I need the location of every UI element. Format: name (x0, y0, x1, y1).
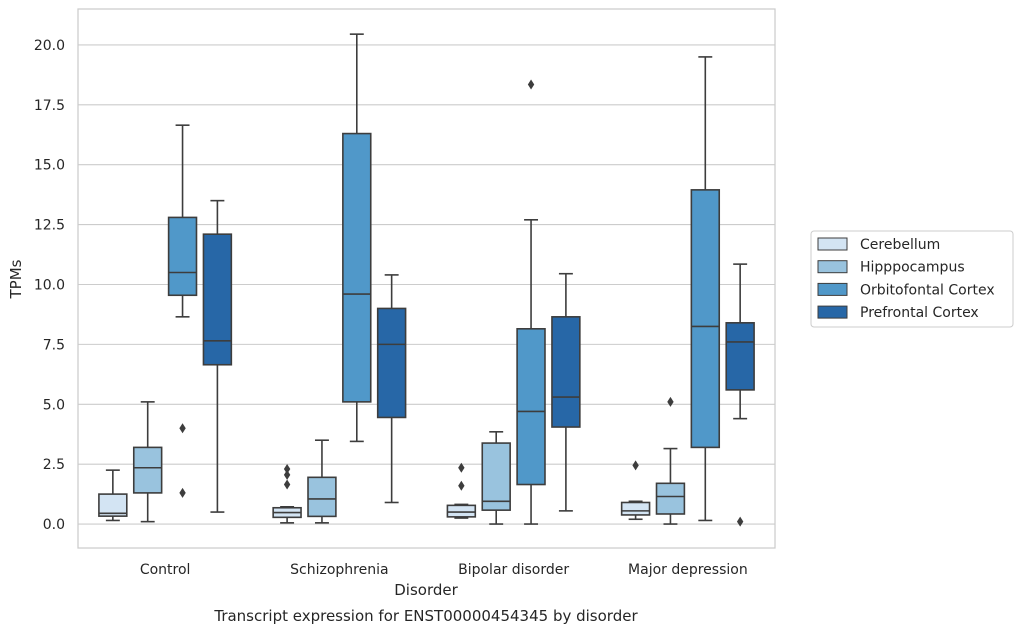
x-tick-labels: Control Schizophrenia Bipolar disorder Majo… (140, 562, 748, 578)
legend-label: Hipppocampus (860, 260, 965, 276)
y-tick-label: 5.0 (43, 397, 65, 413)
outlier-marker (736, 516, 744, 527)
outlier-marker (667, 396, 674, 407)
outlier-marker (458, 480, 465, 491)
box-plot-groups (98, 33, 755, 527)
legend-label: Prefrontal Cortex (860, 305, 979, 321)
box-iqr (202, 233, 233, 366)
legend-swatch (817, 305, 848, 319)
box-cerebellum (272, 463, 302, 524)
box-iqr (481, 442, 511, 511)
outlier-marker (632, 460, 639, 471)
x-tick-label: Bipolar disorder (458, 562, 569, 578)
outlier-marker (179, 487, 186, 498)
box-iqr (725, 322, 755, 391)
box-iqr (307, 476, 337, 518)
outlier-marker (283, 463, 291, 474)
legend-swatch (817, 260, 848, 274)
y-tick-label: 2.5 (43, 457, 65, 473)
y-tick-label: 17.5 (34, 98, 65, 114)
box-iqr (376, 307, 407, 419)
box-prefrontal-cortex (376, 274, 407, 504)
outlier-marker (458, 462, 465, 473)
box-iqr (516, 328, 546, 486)
box-orbitofontal-cortex (690, 56, 721, 522)
plot-frame (77, 8, 776, 549)
box-cerebellum (620, 460, 651, 521)
legend-swatch (817, 282, 848, 296)
box-cerebellum (446, 462, 477, 519)
box-iqr (551, 316, 581, 428)
y-tick-label: 0.0 (43, 517, 65, 533)
box-prefrontal-cortex (725, 263, 755, 527)
outlier-marker (527, 79, 535, 90)
box-iqr (446, 504, 477, 518)
box-iqr (98, 493, 128, 517)
y-tick-label: 15.0 (34, 158, 65, 174)
y-tick-labels: 0.0 2.5 5.0 7.5 10.0 12.5 15.0 17.5 20.0 (34, 38, 65, 533)
box-iqr (690, 189, 721, 449)
box-hipppocampus (307, 439, 337, 524)
y-tick-label: 12.5 (34, 218, 65, 234)
box-hipppocampus (481, 431, 511, 525)
legend-swatch (817, 237, 848, 251)
box-iqr (620, 501, 651, 516)
box-orbitofontal-cortex (516, 79, 546, 525)
legend-item: Prefrontal Cortex (817, 305, 979, 321)
box-prefrontal-cortex (551, 272, 581, 512)
legend-item: Orbitofontal Cortex (817, 282, 995, 298)
box-hipppocampus (132, 401, 163, 523)
outlier-marker (283, 469, 291, 480)
legend-frame (810, 230, 1014, 328)
box-group-schizophrenia (272, 33, 407, 524)
chart-caption: Transcript expression for ENST0000045434… (213, 607, 638, 625)
box-group-control (98, 124, 233, 523)
box-iqr (167, 216, 198, 297)
box-prefrontal-cortex (202, 199, 233, 513)
x-tick-label: Control (140, 562, 191, 578)
y-tick-label: 20.0 (34, 38, 65, 54)
y-axis-label: TPMs (7, 259, 25, 299)
outlier-marker (179, 423, 186, 434)
legend: Cerebellum Hipppocampus Orbitofontal Corte… (810, 230, 1014, 328)
legend-item: Hipppocampus (817, 260, 965, 276)
box-cerebellum (98, 469, 128, 522)
x-tick-label: Schizophrenia (290, 562, 388, 578)
legend-label: Cerebellum (860, 237, 940, 253)
box-iqr (655, 482, 686, 515)
box-orbitofontal-cortex (167, 124, 198, 498)
legend-item: Cerebellum (817, 237, 940, 253)
legend-label: Orbitofontal Cortex (860, 282, 995, 298)
y-tick-label: 7.5 (43, 337, 65, 353)
x-tick-label: Major depression (628, 562, 748, 578)
outlier-marker (283, 479, 291, 490)
box-orbitofontal-cortex (342, 33, 372, 443)
box-hipppocampus (655, 396, 686, 525)
box-group-major-depression (620, 56, 755, 527)
box-iqr (342, 132, 372, 403)
box-iqr (132, 446, 163, 494)
box-group-bipolar-disorder (446, 79, 581, 525)
x-axis-label: Disorder (394, 581, 458, 599)
y-tick-label: 10.0 (34, 277, 65, 293)
